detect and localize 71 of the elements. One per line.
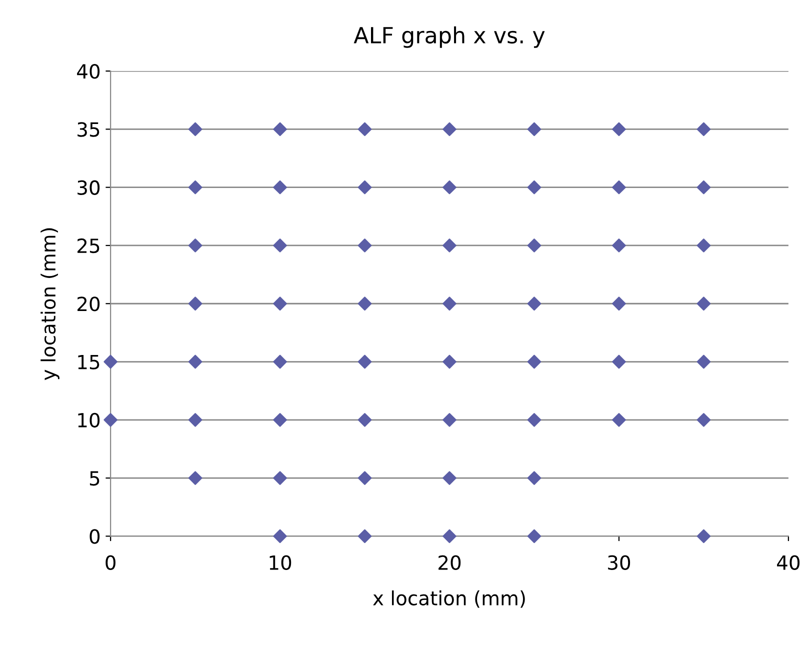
point bbox=[358, 354, 372, 369]
point bbox=[527, 296, 542, 311]
point bbox=[527, 529, 542, 544]
point bbox=[358, 122, 372, 136]
point bbox=[358, 529, 372, 544]
point bbox=[612, 238, 626, 252]
point bbox=[358, 296, 372, 311]
point bbox=[442, 180, 456, 194]
point bbox=[442, 412, 456, 427]
y-tick-label: 30 bbox=[78, 180, 100, 196]
point bbox=[273, 529, 287, 544]
y-tick-label: 25 bbox=[78, 238, 100, 254]
point bbox=[188, 180, 202, 194]
point bbox=[527, 180, 542, 194]
point bbox=[188, 122, 202, 136]
point bbox=[188, 412, 202, 427]
point bbox=[104, 354, 118, 369]
point bbox=[696, 354, 711, 369]
y-tick-label: 15 bbox=[78, 354, 100, 370]
point bbox=[273, 180, 287, 194]
x-tick-label: 10 bbox=[270, 555, 292, 570]
x-tick-label: 30 bbox=[608, 555, 630, 570]
y-axis-title: y location (mm) bbox=[40, 228, 60, 380]
point bbox=[527, 122, 542, 136]
y-tick-label: 20 bbox=[78, 296, 100, 312]
point bbox=[273, 122, 287, 136]
y-tick-label: 40 bbox=[77, 64, 100, 79]
point bbox=[442, 238, 456, 252]
point bbox=[612, 122, 626, 136]
x-axis-title: x location (mm) bbox=[373, 590, 525, 608]
point bbox=[696, 296, 711, 311]
point bbox=[358, 180, 372, 194]
point bbox=[612, 296, 626, 311]
point bbox=[442, 529, 456, 544]
point bbox=[104, 412, 118, 427]
y-tick-label: 5 bbox=[90, 471, 100, 486]
point bbox=[188, 471, 202, 485]
point bbox=[696, 180, 711, 194]
point bbox=[273, 412, 287, 427]
y-tick-label: 35 bbox=[78, 122, 100, 137]
point bbox=[188, 354, 202, 369]
x-tick-label: 20 bbox=[438, 555, 461, 570]
point bbox=[696, 238, 711, 252]
point bbox=[442, 471, 456, 485]
point bbox=[442, 354, 456, 369]
point bbox=[358, 238, 372, 252]
y-tick-label: 10 bbox=[78, 412, 100, 428]
point bbox=[612, 354, 626, 369]
point bbox=[273, 471, 287, 485]
point bbox=[442, 122, 456, 136]
y-tick-label: 0 bbox=[90, 529, 100, 544]
point bbox=[612, 180, 626, 194]
point bbox=[527, 354, 542, 369]
point bbox=[442, 296, 456, 311]
point bbox=[527, 412, 542, 427]
point bbox=[696, 412, 711, 427]
point bbox=[696, 529, 711, 544]
point bbox=[612, 412, 626, 427]
chart-title: ALF graph x vs. y bbox=[354, 26, 545, 48]
point bbox=[527, 471, 542, 485]
point bbox=[188, 296, 202, 311]
x-tick-label: 0 bbox=[106, 555, 116, 570]
point bbox=[273, 354, 287, 369]
point bbox=[358, 471, 372, 485]
point bbox=[358, 412, 372, 427]
point bbox=[527, 238, 542, 252]
x-tick-label: 40 bbox=[777, 555, 800, 570]
point bbox=[188, 238, 202, 252]
point bbox=[273, 238, 287, 252]
point bbox=[273, 296, 287, 311]
point bbox=[696, 122, 711, 136]
